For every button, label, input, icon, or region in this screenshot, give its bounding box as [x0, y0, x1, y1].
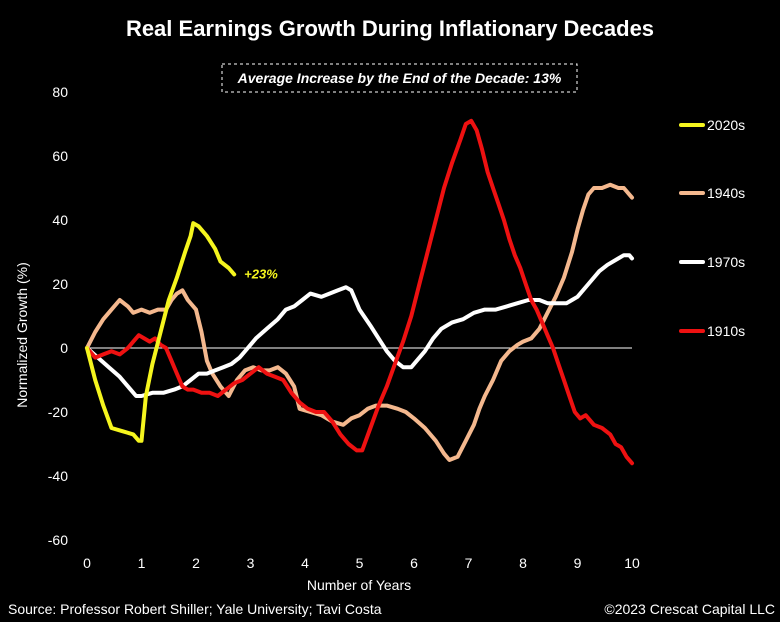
legend-label-1970s: 1970s	[707, 254, 745, 270]
series-layer: +23%	[85, 118, 634, 466]
annotation-box	[221, 63, 578, 93]
y-tick-label: 60	[52, 148, 68, 164]
series-line-1940s	[85, 182, 634, 462]
y-tick-label: 0	[60, 340, 68, 356]
y-axis-label: Normalized Growth (%)	[14, 262, 30, 407]
y-tick-label: 80	[52, 84, 68, 100]
x-tick-label: 3	[247, 555, 255, 571]
series-line-2020s	[85, 221, 237, 443]
x-tick-label: 7	[465, 555, 473, 571]
x-tick-label: 1	[138, 555, 146, 571]
y-axis-ticks: 80 60 40 20 0 -20 -40 -60	[48, 84, 68, 548]
x-tick-label: 0	[83, 555, 91, 571]
copyright-note: ©2023 Crescat Capital LLC	[604, 601, 775, 617]
series-line-1910s	[85, 118, 634, 466]
x-tick-label: 9	[574, 555, 582, 571]
x-tick-label: 6	[410, 555, 418, 571]
x-tick-label: 5	[356, 555, 364, 571]
x-axis-ticks: 0 1 2 3 4 5 6 7 8 9 10	[83, 555, 640, 571]
y-tick-label: 20	[52, 276, 68, 292]
y-tick-label: -60	[48, 532, 68, 548]
x-tick-label: 10	[624, 555, 640, 571]
legend-label-2020s: 2020s	[707, 117, 745, 133]
series-line-1970s	[85, 253, 634, 398]
x-tick-label: 4	[301, 555, 309, 571]
series-end-label-2020s: +23%	[244, 266, 278, 281]
y-tick-label: -20	[48, 404, 68, 420]
annotation-text: Average Increase by the End of the Decad…	[237, 70, 562, 86]
chart-title: Real Earnings Growth During Inflationary…	[126, 16, 654, 41]
x-tick-label: 2	[192, 555, 200, 571]
y-tick-label: -40	[48, 468, 68, 484]
legend-label-1940s: 1940s	[707, 185, 745, 201]
x-tick-label: 8	[519, 555, 527, 571]
y-tick-label: 40	[52, 212, 68, 228]
legend-label-1910s: 1910s	[707, 323, 745, 339]
source-note: Source: Professor Robert Shiller; Yale U…	[8, 601, 382, 617]
legend: 2020s 1940s 1970s 1910s	[679, 117, 745, 339]
x-axis-label: Number of Years	[307, 577, 411, 593]
